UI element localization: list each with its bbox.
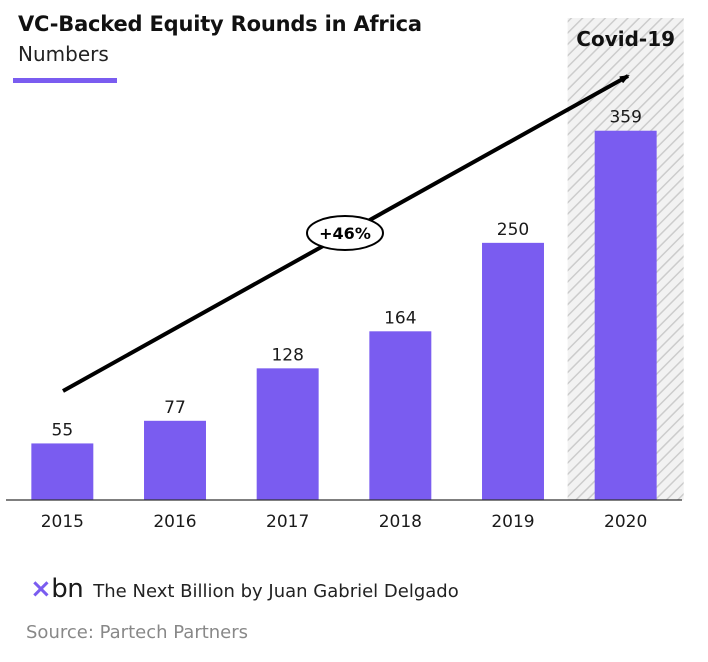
brand-logo-text: bn xyxy=(51,574,84,604)
chart-subtitle: Numbers xyxy=(18,42,109,66)
value-label-2018: 164 xyxy=(384,308,416,328)
bar-2018 xyxy=(369,331,432,500)
value-label-2016: 77 xyxy=(164,398,186,418)
brand-logo-x: × xyxy=(30,574,52,604)
bar-2016 xyxy=(144,420,206,500)
x-tick-label-2018: 2018 xyxy=(379,512,422,532)
bar-2015 xyxy=(31,443,94,500)
x-tick-label-2015: 2015 xyxy=(41,512,84,532)
x-tick-label-2016: 2016 xyxy=(153,512,196,532)
value-label-2015: 55 xyxy=(52,420,74,440)
x-tick-label-2019: 2019 xyxy=(491,512,534,532)
x-tick-label-2020: 2020 xyxy=(604,512,647,532)
credit-line: ×bn The Next Billion by Juan Gabriel Del… xyxy=(30,576,459,602)
credit-text: The Next Billion by Juan Gabriel Delgado xyxy=(93,581,459,602)
chart-title: VC-Backed Equity Rounds in Africa xyxy=(18,12,422,36)
growth-label: +46% xyxy=(319,224,371,243)
covid-highlight-label: Covid-19 xyxy=(576,27,675,51)
bar-2017 xyxy=(256,368,319,500)
x-tick-label-2017: 2017 xyxy=(266,512,309,532)
value-label-2020: 359 xyxy=(609,108,641,128)
bar-2020 xyxy=(594,130,657,501)
bar-chart: Covid-19 55 77 128 164 250 359 2015 2016 2017 20… xyxy=(6,18,684,532)
value-label-2019: 250 xyxy=(497,220,529,240)
value-label-2017: 128 xyxy=(271,345,303,365)
source-note: Source: Partech Partners xyxy=(26,622,249,643)
growth-badge xyxy=(306,215,384,251)
bar-2019 xyxy=(482,242,544,500)
title-underline xyxy=(13,78,117,83)
brand-logo: ×bn xyxy=(30,574,84,604)
